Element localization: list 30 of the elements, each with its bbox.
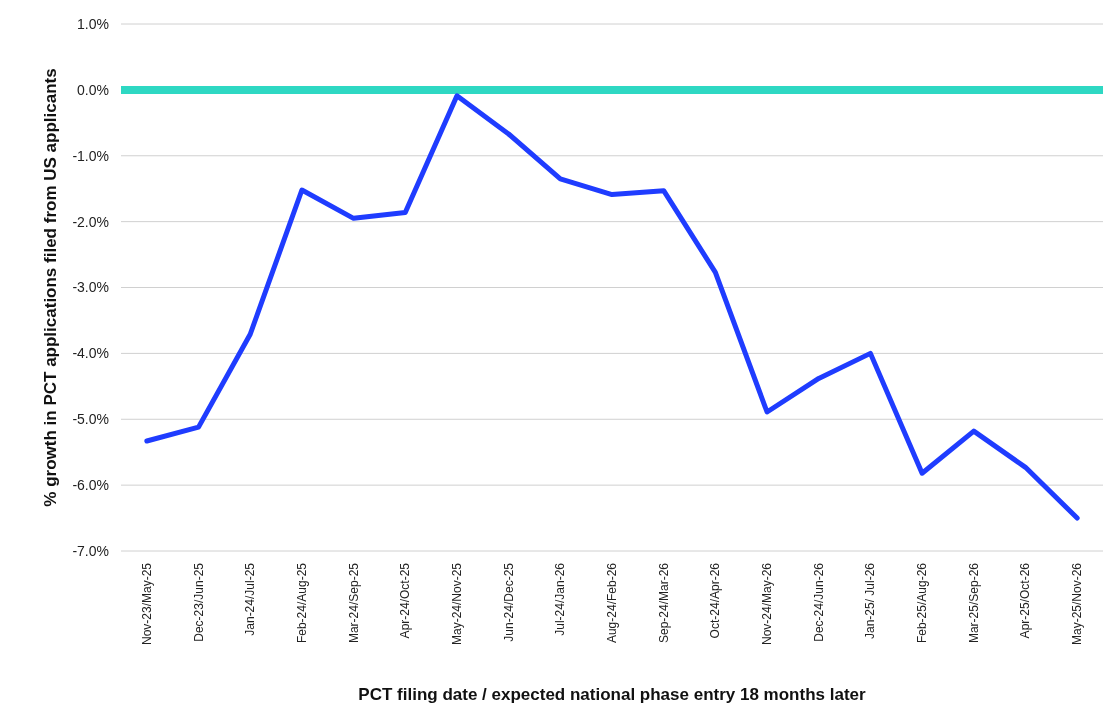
x-tick-label: Apr-24/Oct-25: [398, 562, 413, 639]
x-tick-label: Nov-24/May-26: [760, 562, 775, 646]
x-tick-label: Jun-24/Dec-25: [501, 562, 516, 642]
x-tick-label: Mar-25/Sep-26: [966, 562, 981, 644]
x-tick-label: Jan-25/ Jul-26: [863, 562, 878, 640]
x-tick-label: Oct-24/Apr-26: [708, 562, 723, 639]
x-tick-label: Mar-24/Sep-25: [346, 562, 361, 644]
x-tick-label: Dec-24/Jun-26: [811, 562, 826, 642]
y-tick-label: -1.0%: [72, 147, 109, 164]
y-axis-title: % growth in PCT applications filed from US applicants: [41, 68, 60, 507]
x-tick-label: Feb-24/Aug-25: [294, 562, 309, 644]
y-tick-label: -5.0%: [72, 411, 109, 428]
x-tick-label: May-24/Nov-25: [449, 562, 464, 646]
y-tick-label: 1.0%: [77, 15, 109, 32]
x-tick-label: Nov-23/May-25: [139, 562, 154, 646]
x-tick-label: Jul-24/Jan-26: [553, 562, 568, 636]
x-tick-label: Dec-23/Jun-25: [191, 562, 206, 642]
x-tick-label: May-25/Nov-26: [1070, 562, 1085, 646]
y-tick-label: -4.0%: [72, 345, 109, 362]
y-tick-label: -6.0%: [72, 477, 109, 494]
x-tick-label: Jan-24/Jul-25: [243, 562, 258, 636]
x-tick-label: Aug-24/Feb-26: [605, 562, 619, 644]
y-tick-label: -7.0%: [72, 542, 109, 559]
y-tick-label: -3.0%: [72, 279, 109, 296]
x-tick-label: Sep-24/Mar-26: [656, 562, 671, 644]
x-tick-label: Apr-25/Oct-26: [1018, 562, 1033, 639]
x-tick-label: Feb-25/Aug-26: [915, 562, 930, 644]
x-axis-title: PCT filing date / expected national phase entry 18 months later: [358, 685, 867, 704]
y-tick-label: 0.0%: [77, 81, 109, 98]
y-tick-label: -2.0%: [72, 213, 109, 230]
